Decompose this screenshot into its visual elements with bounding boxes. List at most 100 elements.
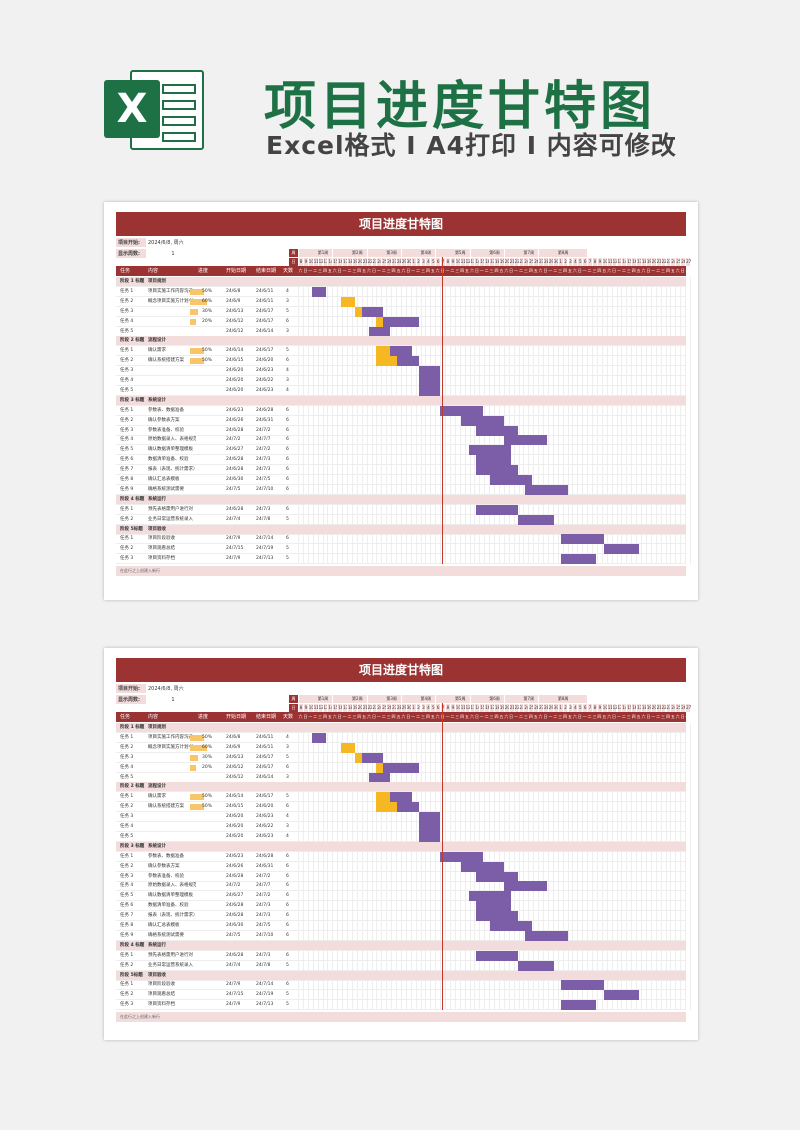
day-number: 10 xyxy=(307,704,314,712)
end-date: 24/7/3 xyxy=(256,506,271,512)
grid-line xyxy=(307,723,309,1011)
duration-days: 4 xyxy=(286,288,289,294)
duration-days: 6 xyxy=(286,447,289,453)
duration-days: 4 xyxy=(286,814,289,820)
day-number: 10 xyxy=(601,704,608,712)
gantt-bar xyxy=(418,822,441,832)
day-number: 28 xyxy=(543,704,550,712)
task-content: 项目资料存档 xyxy=(148,1002,175,1008)
weekday-label: 一 xyxy=(514,268,519,273)
task-name: 任务 3 xyxy=(120,556,134,562)
day-number: 19 xyxy=(645,704,652,712)
grid-line xyxy=(381,277,383,565)
end-date: 24/7/8 xyxy=(256,962,271,968)
weekday-label: 六 xyxy=(607,714,612,719)
day-number: 22 xyxy=(366,704,373,712)
task-name: 任务 5 xyxy=(120,893,134,899)
task-row: 任务 9 确格系统测试需要 24/7/5 24/7/10 6 xyxy=(116,930,686,941)
task-content: 确认需求 xyxy=(148,794,166,800)
weekday-label: 三 xyxy=(318,268,323,273)
grid-line xyxy=(317,723,319,1011)
task-row: 任务 3 参数表准备、校验 24/6/28 24/7/2 6 xyxy=(116,425,686,436)
task-name: 任务 3 xyxy=(120,1002,134,1008)
weekday-label: 六 xyxy=(401,714,406,719)
task-row: 任务 4 20% 24/6/12 24/6/17 6 xyxy=(116,762,686,773)
weekday-label: 一 xyxy=(308,268,313,273)
gantt-bar xyxy=(418,831,441,842)
day-number: 19 xyxy=(351,704,358,712)
task-row: 任务 1 项目实施工作内容沟通 50% 24/6/8 24/6/11 4 xyxy=(116,286,686,297)
weekday-label: 一 xyxy=(685,714,690,719)
gantt-bar xyxy=(475,871,519,882)
task-row: 任务 8 确认汇总表模板 24/6/30 24/7/5 6 xyxy=(116,921,686,931)
task-content: 确认汇总表模板 xyxy=(148,923,180,928)
weekday-label: 四 xyxy=(631,714,636,719)
day-number: 13 xyxy=(616,258,623,266)
gantt-bar xyxy=(418,366,441,377)
gantt-bar xyxy=(603,990,640,1001)
day-number: 21 xyxy=(655,704,662,712)
grid-line xyxy=(641,723,642,1011)
grid-line xyxy=(396,277,397,565)
day-number: 2 xyxy=(562,258,568,266)
day-number: 26 xyxy=(386,258,393,266)
day-number: 8 xyxy=(592,704,597,712)
start-date: 24/7/4 xyxy=(226,516,241,522)
duration-days: 6 xyxy=(286,932,289,938)
grid-line xyxy=(552,277,554,565)
gantt-bar-done xyxy=(354,752,362,763)
task-row: 任务 9 确格系统测试需要 24/7/5 24/7/10 6 xyxy=(116,484,686,495)
day-number: 5 xyxy=(430,258,436,266)
start-label: 项目开始: xyxy=(116,684,146,693)
end-date: 24/6/11 xyxy=(256,734,274,740)
day-number: 14 xyxy=(327,704,334,712)
weekday-label: 一 xyxy=(514,714,519,719)
weekday-label: 五 xyxy=(533,268,538,273)
grid-line xyxy=(376,277,378,565)
grid-line xyxy=(655,723,657,1011)
progress-value: 20% xyxy=(202,764,213,770)
task-name: 任务 3 xyxy=(120,754,134,760)
task-name: 任务 1 xyxy=(120,506,134,512)
weekday-label: 日 xyxy=(543,714,548,719)
grid-line xyxy=(415,723,417,1011)
start-date: 24/6/20 xyxy=(226,824,244,829)
grid-line xyxy=(391,723,393,1011)
end-date: 24/6/31 xyxy=(256,863,274,869)
weekday-label: 日 xyxy=(612,714,617,719)
task-row: 任务 4 20% 24/6/12 24/6/17 6 xyxy=(116,316,686,327)
day-number: 26 xyxy=(533,704,540,712)
day-number: 8 xyxy=(445,258,450,266)
day-number: 12 xyxy=(317,704,324,712)
grid-line xyxy=(381,723,383,1011)
day-number: 19 xyxy=(498,258,505,266)
weekday-label: 三 xyxy=(489,714,494,719)
weekday-label: 六 xyxy=(298,714,303,719)
phase-row: 阶段 3 标题 系统设计 xyxy=(116,841,686,852)
task-row: 任务 2 概念项目实施方计划书 60% 24/6/9 24/6/11 3 xyxy=(116,742,686,753)
grid-line xyxy=(356,277,358,565)
day-number: 28 xyxy=(396,704,403,712)
weekday-label: 二 xyxy=(347,714,352,719)
end-date: 24/6/17 xyxy=(256,754,274,760)
progress-bar xyxy=(190,348,204,355)
weekday-label: 五 xyxy=(396,714,401,719)
weekday-label: 三 xyxy=(592,714,597,719)
week-label: 第5周 xyxy=(435,249,485,257)
weekday-label: 六 xyxy=(435,714,440,719)
task-row: 任务 3 30% 24/6/13 24/6/17 5 xyxy=(116,306,686,317)
weekday-label: 六 xyxy=(504,268,509,273)
weekday-label: 五 xyxy=(670,268,675,273)
task-row: 任务 5 确认数据清单整理模板 24/6/27 24/7/2 6 xyxy=(116,891,686,902)
weekday-label: 一 xyxy=(376,268,381,273)
grid-line xyxy=(631,277,633,565)
weekday-label: 六 xyxy=(572,714,577,719)
grid-line xyxy=(347,723,348,1011)
grid-line xyxy=(596,277,598,565)
end-date: 24/7/14 xyxy=(256,982,274,988)
end-date: 24/6/31 xyxy=(256,417,274,423)
promo-title: 项目进度甘特图 xyxy=(264,77,657,137)
day-number: 11 xyxy=(312,258,319,266)
day-number-row: 日 8 9 10 11 12 13 14 15 16 17 18 19 20 21 22 23 24 25 26 27 2… xyxy=(288,704,691,712)
grid-line xyxy=(454,277,456,565)
